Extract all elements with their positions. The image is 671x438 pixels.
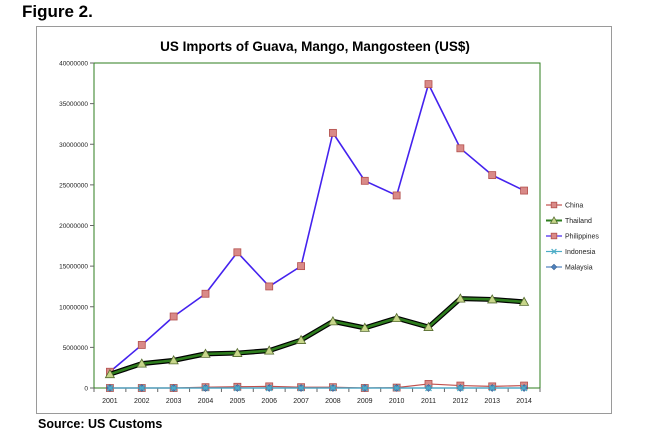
chart-frame: US Imports of Guava, Mango, Mangosteen (… <box>36 26 612 414</box>
y-tick-label: 40000000 <box>59 61 88 68</box>
data-point-philippines <box>137 341 146 349</box>
legend-label-indonesia: Indonesia <box>565 249 595 256</box>
data-point-thailand <box>136 358 147 368</box>
data-point-thailand <box>487 294 498 304</box>
data-point-philippines <box>297 262 305 271</box>
data-point-philippines <box>360 176 369 185</box>
data-point-philippines <box>329 128 337 137</box>
data-point-indonesia <box>297 384 305 392</box>
x-tick-label: 2003 <box>166 398 182 405</box>
legend-item-thailand: Thailand <box>546 216 592 225</box>
data-point-thailand <box>391 312 402 323</box>
data-point-indonesia <box>265 384 273 392</box>
legend-label-malaysia: Malaysia <box>565 265 593 272</box>
chart-title: US Imports of Guava, Mango, Mangosteen (… <box>160 39 470 54</box>
y-tick-label: 15000000 <box>59 264 88 271</box>
legend-marker-indonesia <box>551 248 557 255</box>
data-point-thailand <box>455 293 466 303</box>
data-point-philippines <box>392 191 401 200</box>
data-point-philippines <box>488 171 497 180</box>
data-point-thailand <box>295 334 307 344</box>
data-point-philippines <box>265 282 274 291</box>
data-point-thailand <box>200 348 211 358</box>
chart: US Imports of Guava, Mango, Mangosteen (… <box>59 39 599 405</box>
x-tick-label: 2004 <box>198 398 214 405</box>
figure-label: Figure 2. <box>22 2 93 21</box>
x-tick-label: 2011 <box>421 398 436 405</box>
x-tick-label: 2007 <box>293 398 309 405</box>
y-tick-label: 30000000 <box>59 142 88 149</box>
legend-marker-thailand <box>549 216 559 224</box>
x-tick-label: 2010 <box>389 398 405 405</box>
y-tick-label: 35000000 <box>59 101 88 108</box>
data-point-thailand <box>327 316 339 326</box>
data-point-indonesia <box>425 384 432 392</box>
data-point-indonesia <box>456 384 464 392</box>
series-philippines <box>106 80 528 376</box>
data-point-thailand <box>359 322 370 332</box>
legend: China Thailand Philippines Indonesia Malaysi… <box>546 201 599 272</box>
legend-label-thailand: Thailand <box>565 218 592 225</box>
source-note: Source: US Customs <box>38 417 163 431</box>
data-point-philippines <box>169 312 178 321</box>
data-point-indonesia <box>202 384 209 392</box>
data-point-thailand <box>104 368 116 379</box>
y-tick-label: 0 <box>84 386 88 393</box>
series-indonesia <box>106 384 528 392</box>
y-axis: 0 5000000 10000000 15000000 20000000 25000000… <box>59 61 94 393</box>
data-point-philippines <box>520 186 528 195</box>
y-tick-label: 20000000 <box>59 223 88 230</box>
data-point-indonesia <box>393 384 401 392</box>
data-point-indonesia <box>233 384 241 392</box>
legend-marker-china <box>550 201 558 209</box>
series-line-philippines <box>109 83 525 373</box>
y-tick-label: 25000000 <box>59 182 88 189</box>
legend-label-china: China <box>565 203 583 210</box>
x-tick-label: 2009 <box>357 398 373 405</box>
legend-item-indonesia: Indonesia <box>546 248 595 256</box>
data-point-thailand <box>168 355 179 365</box>
legend-label-philippines: Philippines <box>565 234 599 241</box>
data-point-indonesia <box>488 384 496 392</box>
legend-item-philippines: Philippines <box>546 232 599 241</box>
legend-item-china: China <box>546 201 583 210</box>
data-point-indonesia <box>106 384 114 392</box>
data-point-thailand <box>423 321 434 331</box>
x-tick-label: 2002 <box>134 398 150 405</box>
x-tick-label: 2006 <box>261 398 277 405</box>
data-point-indonesia <box>520 384 528 392</box>
series-thailand <box>104 293 530 379</box>
data-point-thailand <box>518 296 530 306</box>
data-point-philippines <box>424 80 433 89</box>
data-point-indonesia <box>138 384 146 392</box>
legend-item-malaysia: Malaysia <box>546 263 593 272</box>
x-tick-label: 2008 <box>325 398 341 405</box>
data-point-indonesia <box>361 384 369 392</box>
y-tick-label: 5000000 <box>63 345 89 352</box>
data-point-philippines <box>233 248 242 257</box>
data-point-indonesia <box>329 384 337 392</box>
data-point-thailand <box>264 345 275 355</box>
data-point-philippines <box>456 144 465 153</box>
x-tick-label: 2005 <box>230 398 246 405</box>
series-line-thailand <box>109 297 525 376</box>
series-layer <box>104 80 530 392</box>
x-tick-label: 2001 <box>102 398 118 405</box>
data-point-thailand <box>232 347 243 357</box>
x-axis: 2001 2002 2003 2004 2005 2006 2007 2008 2009 2010… <box>93 388 541 405</box>
legend-marker-philippines <box>550 232 558 240</box>
data-point-indonesia <box>170 384 178 392</box>
plot-area <box>93 62 541 389</box>
y-tick-label: 10000000 <box>59 304 88 311</box>
x-tick-label: 2014 <box>516 398 532 405</box>
x-tick-label: 2013 <box>484 398 500 405</box>
data-point-philippines <box>201 289 210 298</box>
x-tick-label: 2012 <box>453 398 469 405</box>
legend-marker-malaysia <box>550 263 558 271</box>
